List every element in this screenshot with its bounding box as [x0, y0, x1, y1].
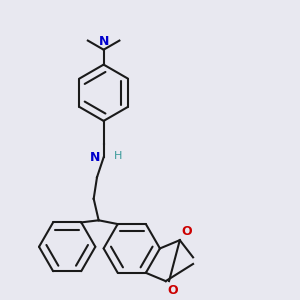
- Text: N: N: [90, 151, 100, 164]
- Text: N: N: [98, 35, 109, 48]
- Text: O: O: [167, 284, 178, 297]
- Text: H: H: [114, 151, 122, 161]
- Text: O: O: [182, 224, 192, 238]
